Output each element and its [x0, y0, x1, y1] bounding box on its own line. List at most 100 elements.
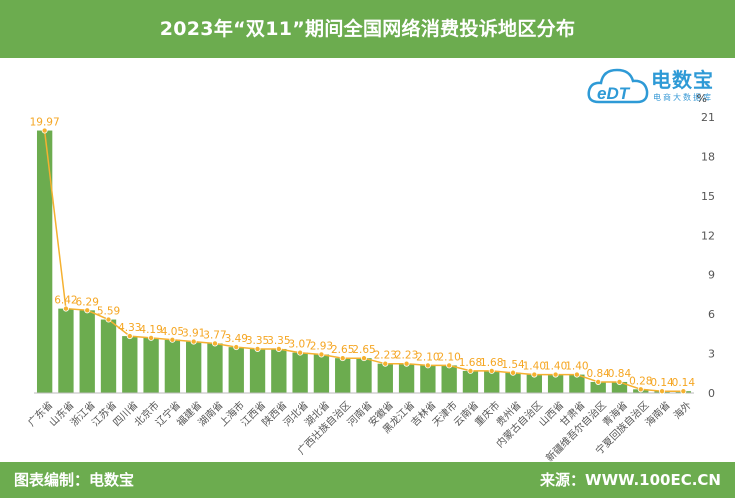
value-label: 6.42	[54, 295, 77, 307]
trend-point	[680, 388, 687, 395]
bars-group	[36, 130, 692, 393]
logo: eDT 电数宝 电商大数据库	[585, 60, 715, 110]
bar	[271, 348, 287, 393]
y-tick-label: 0	[708, 387, 715, 400]
logo-title: 电数宝	[651, 68, 714, 92]
y-tick-labels: 0 3 6 9 12 15 18 21	[701, 111, 715, 400]
bar	[313, 354, 330, 393]
value-labels: 19.97 6.426.295.59 4.334.194.053.913.773.4…	[30, 117, 696, 390]
bar	[143, 337, 159, 393]
trend-point	[595, 378, 602, 385]
bar	[79, 310, 95, 393]
trend-point	[105, 316, 112, 323]
bar	[569, 374, 585, 393]
bar-chart: % 19.976.426.295.594.334.194.053.913.773…	[25, 92, 715, 462]
header-bar	[0, 0, 735, 58]
value-label: 3.91	[182, 328, 205, 340]
y-tick-label: 21	[701, 111, 715, 124]
bar	[100, 319, 117, 393]
trend-point	[297, 349, 304, 356]
bar	[292, 352, 308, 393]
x-tick-label: 海外	[671, 398, 694, 421]
trend-point	[573, 371, 580, 378]
value-label: 1.40	[565, 361, 588, 373]
trend-point	[211, 340, 218, 347]
bar	[186, 341, 202, 393]
y-tick-label: 15	[701, 190, 715, 203]
bar	[462, 370, 479, 393]
trend-point	[84, 307, 91, 314]
bar	[547, 374, 564, 393]
bar	[377, 363, 393, 393]
bar	[611, 381, 628, 393]
logo-subtitle: 电商大数据库	[653, 93, 713, 102]
trend-point	[467, 367, 474, 374]
value-label: 1.68	[480, 357, 503, 369]
value-label: 1.40	[544, 361, 567, 373]
trend-point	[62, 305, 69, 312]
bar	[36, 130, 53, 393]
trend-point	[531, 371, 538, 378]
value-label: 1.54	[501, 359, 525, 371]
trend-point	[488, 367, 495, 374]
bar	[398, 363, 415, 393]
trend-point	[254, 345, 261, 352]
bar	[249, 348, 266, 393]
value-label: 1.40	[523, 361, 546, 373]
value-label: 0.84	[586, 368, 610, 380]
bar	[122, 336, 138, 393]
trend-point	[233, 344, 240, 351]
bar	[484, 370, 500, 393]
value-label: 4.33	[118, 322, 141, 334]
value-label: 19.97	[30, 117, 60, 129]
value-label: 1.68	[459, 357, 482, 369]
logo-icon-text: eDT	[597, 84, 631, 103]
y-tick-label: 12	[701, 229, 715, 242]
bar	[335, 358, 351, 393]
cloud-logo-icon: eDT	[587, 68, 649, 104]
value-label: 5.59	[97, 306, 120, 318]
trend-point	[126, 333, 133, 340]
footer-source: 来源：WWW.100EC.CN	[540, 471, 721, 489]
value-label: 0.84	[608, 368, 632, 380]
trend-point	[148, 334, 155, 341]
trend-point	[616, 378, 623, 385]
bar	[356, 358, 372, 393]
bar	[590, 381, 606, 393]
value-label: 2.65	[352, 344, 375, 356]
trend-point	[382, 360, 389, 367]
bar	[228, 347, 244, 393]
value-label: 4.05	[161, 326, 184, 338]
x-tick-labels: 广东省山东省浙江省江苏省四川省北京市辽宁省福建省湖南省上海市江西省陕西省河北省湖…	[25, 398, 694, 462]
trend-point	[446, 362, 453, 369]
trend-point	[41, 127, 48, 134]
y-tick-label: 3	[708, 348, 715, 361]
y-tick-label: 18	[701, 150, 715, 163]
trend-point	[318, 351, 325, 358]
chart-title: 2023年“双11”期间全国网络消费投诉地区分布	[159, 18, 576, 40]
value-label: 3.35	[246, 335, 269, 347]
footer-credit: 图表编制：电数宝	[14, 471, 135, 489]
value-label: 2.23	[374, 350, 397, 362]
trend-points	[41, 127, 687, 395]
trend-point	[403, 360, 410, 367]
footer-bar: 图表编制：电数宝 来源：WWW.100EC.CN	[0, 462, 735, 498]
bar	[58, 308, 74, 393]
value-label: 3.77	[203, 329, 226, 341]
bar	[526, 374, 542, 393]
value-label: 6.29	[76, 296, 99, 308]
value-label: 4.19	[139, 324, 162, 336]
value-label: 3.49	[225, 333, 248, 345]
trend-point	[659, 388, 666, 395]
bar	[505, 372, 521, 393]
bar	[207, 343, 223, 393]
value-label: 2.93	[310, 340, 333, 352]
y-axis-unit: %	[697, 92, 707, 105]
value-label: 2.10	[437, 351, 460, 363]
trend-point	[510, 369, 517, 376]
x-tick-label: 海南省	[642, 398, 672, 428]
value-label: 2.23	[395, 350, 418, 362]
value-label: 0.14	[672, 377, 696, 389]
value-label: 3.07	[288, 339, 311, 351]
y-tick-label: 6	[708, 308, 715, 321]
